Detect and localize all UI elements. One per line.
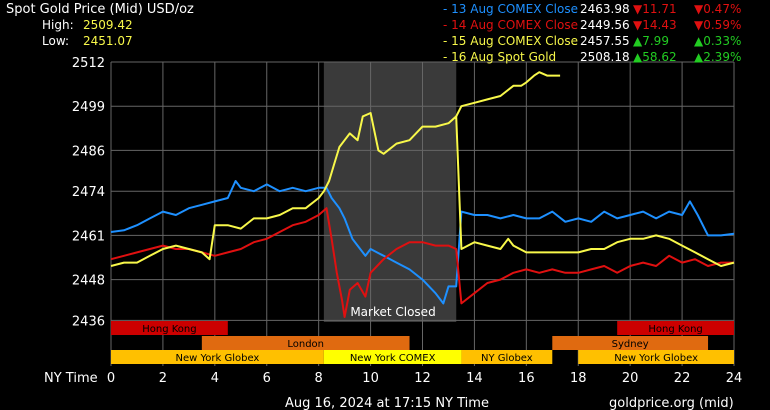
x-tick-label: 12 <box>414 371 431 386</box>
closed-band-rect <box>323 62 457 322</box>
session-rect <box>111 350 324 364</box>
market-closed-label: Market Closed <box>350 305 435 319</box>
x-tick-label: 16 <box>518 371 535 386</box>
session-rect <box>617 321 734 335</box>
chart-grid <box>110 61 735 366</box>
y-tick-label: 2448 <box>72 274 105 289</box>
legend-pct: ▲2.39% <box>694 50 742 64</box>
legend-label: - 15 Aug COMEX Close <box>443 34 578 48</box>
session-rect <box>201 336 410 350</box>
chart-title: Spot Gold Price (Mid) USD/oz <box>6 2 194 17</box>
y-tick-label: 2486 <box>72 144 105 159</box>
session-bar: New York COMEX <box>323 350 462 364</box>
session-bar: Hong Kong <box>111 321 228 335</box>
x-tick-label: 20 <box>622 371 639 386</box>
series-line-2 <box>110 112 735 267</box>
session-bar: Sydney <box>552 336 709 350</box>
y-tick-label: 2436 <box>72 314 105 329</box>
legend-pct: ▲0.33% <box>694 34 742 48</box>
timestamp: Aug 16, 2024 at 17:15 NY Time <box>285 396 489 410</box>
x-tick-label: 4 <box>211 371 219 386</box>
legend-price: 2449.56 <box>580 18 630 32</box>
y-tick-label: 2499 <box>72 100 105 115</box>
session-rect <box>323 350 462 364</box>
x-tick-label: 6 <box>263 371 271 386</box>
session-rect <box>111 321 228 335</box>
session-rect <box>552 336 709 350</box>
low-value: 2451.07 <box>83 34 133 48</box>
session-label: New York Globex <box>175 353 259 364</box>
x-tick-label: 8 <box>315 371 323 386</box>
x-axis-ticks: 0 2 4 6 8 10 12 14 16 18 20 22 24 <box>107 371 742 386</box>
y-axis-ticks: 2436 2448 2461 2474 2486 2499 2512 <box>72 56 105 329</box>
price-series <box>110 71 735 318</box>
trading-sessions: Hong Kong Hong Kong London Sydney New York G… <box>111 321 734 364</box>
x-tick-label: 22 <box>674 371 691 386</box>
session-label: Sydney <box>612 339 649 350</box>
legend-pct: ▼0.59% <box>694 18 742 32</box>
session-bar: London <box>201 336 410 350</box>
legend-price: 2457.55 <box>580 34 630 48</box>
market-closed-band <box>323 62 457 322</box>
legend-price: 2508.18 <box>580 50 630 64</box>
y-tick-label: 2474 <box>72 185 105 200</box>
session-label: NY Globex <box>481 353 533 364</box>
session-rect <box>578 350 734 364</box>
legend-change: ▲7.99 <box>633 34 669 48</box>
legend-label: - 14 Aug COMEX Close <box>443 18 578 32</box>
series-line-3 <box>455 71 561 117</box>
x-tick-label: 14 <box>466 371 483 386</box>
x-tick-label: 24 <box>726 371 743 386</box>
source-label: goldprice.org (mid) <box>609 396 734 410</box>
session-bar: Hong Kong <box>617 321 734 335</box>
high-value: 2509.42 <box>83 18 133 32</box>
x-tick-label: 18 <box>570 371 587 386</box>
legend-pct: ▼0.47% <box>694 2 742 16</box>
session-label: New York Globex <box>614 353 698 364</box>
legend-label: - 16 Aug Spot Gold <box>443 50 557 64</box>
legend-label: - 13 Aug COMEX Close <box>443 2 578 16</box>
high-label: High: <box>42 18 74 32</box>
legend-change: ▼11.71 <box>633 2 677 16</box>
low-label: Low: <box>42 34 70 48</box>
series-line-1 <box>110 207 734 318</box>
session-label: Hong Kong <box>648 324 702 335</box>
session-bar: NY Globex <box>461 350 553 364</box>
x-tick-label: 10 <box>362 371 379 386</box>
x-tick-label: 2 <box>159 371 167 386</box>
y-tick-label: 2512 <box>72 56 105 71</box>
legend-change: ▼14.43 <box>633 18 677 32</box>
legend-price: 2463.98 <box>580 2 630 16</box>
x-tick-label: 0 <box>107 371 115 386</box>
session-label: Hong Kong <box>142 324 196 335</box>
session-label: New York COMEX <box>350 353 436 364</box>
legend-change: ▲58.62 <box>633 50 677 64</box>
session-label: London <box>287 339 324 350</box>
y-tick-label: 2461 <box>72 229 105 244</box>
session-rect <box>461 350 553 364</box>
x-axis-label: NY Time <box>44 371 98 386</box>
series-line-0 <box>110 180 735 305</box>
session-bar: New York Globex <box>111 350 324 364</box>
session-bar: New York Globex <box>578 350 734 364</box>
